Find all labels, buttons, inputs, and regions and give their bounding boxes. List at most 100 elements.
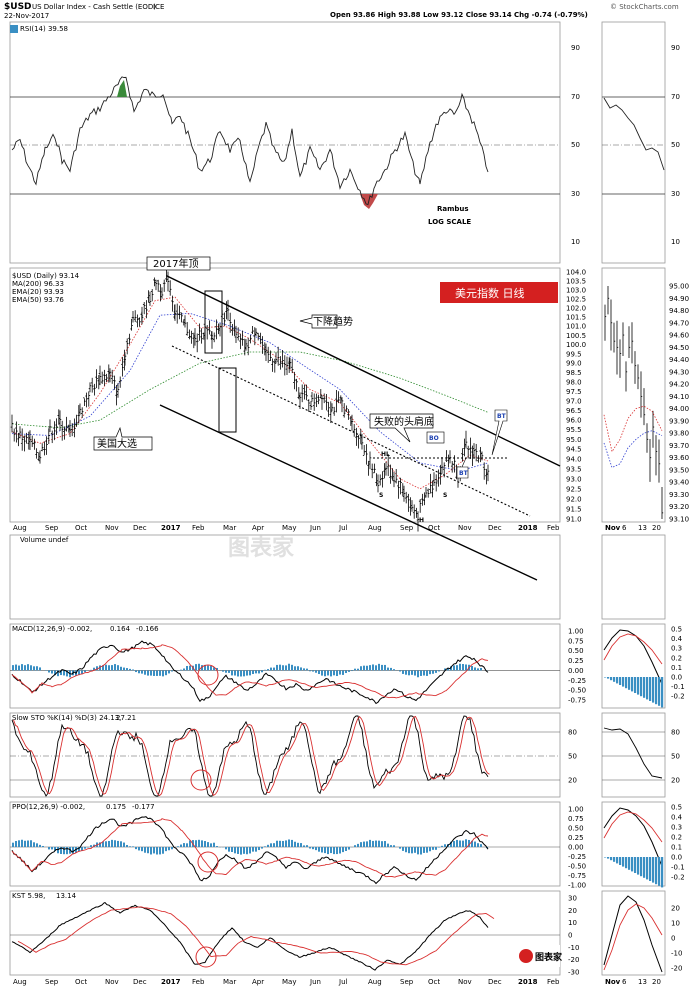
ppo-hist-bar <box>225 847 227 850</box>
bottom-month-label-4: Dec <box>133 978 147 986</box>
macd-hist-bar <box>438 670 440 672</box>
kst-label: KST 5.98, <box>12 892 45 900</box>
rsi-overbought-fill <box>117 80 127 97</box>
ppo-hist-bar <box>186 843 188 847</box>
macd-hist-bar <box>144 670 146 675</box>
side-price-tick-12: 93.80 <box>669 430 689 438</box>
macd-hist-bar <box>54 670 56 676</box>
macd-hist-bar <box>180 669 182 671</box>
kst-side-frame <box>601 890 666 976</box>
ppo-hist-bar <box>93 844 95 847</box>
ppo-hist-bar <box>384 841 386 847</box>
price-main-frame <box>9 267 561 523</box>
macd-hist-bar <box>261 670 263 673</box>
ppo-side-hist <box>652 857 655 883</box>
sto-d-value: 27.21 <box>116 714 136 722</box>
macd-hist-bar <box>402 670 404 674</box>
ppo-hist-bar <box>474 841 476 847</box>
ppo-hist-bar <box>429 847 431 852</box>
ppo-hist-bar <box>354 845 356 847</box>
macd-hist-bar <box>150 670 152 676</box>
bt-callout-1 <box>491 409 508 456</box>
ppo-hist-bar <box>240 847 242 855</box>
macd-hist-bar <box>126 668 128 671</box>
ppo-hist-bar <box>63 847 65 855</box>
downtrend-upper-line <box>166 275 561 467</box>
macd-signal-value: 0.164 <box>110 625 131 633</box>
bt-label-1: BT <box>497 413 507 420</box>
ppo-hist-bar <box>285 840 287 847</box>
ppo-tick-4: 0.00 <box>568 844 584 852</box>
rsi-side-tick-90: 90 <box>671 44 680 52</box>
bt-callout-2 <box>456 457 469 479</box>
ppo-hist-bar <box>435 847 437 850</box>
kst-side-signal <box>603 903 663 971</box>
ppo-hist-bar <box>198 839 200 847</box>
rsi-side-line <box>603 97 665 171</box>
ppo-hist-bar <box>462 840 464 847</box>
side-price-tick-2: 94.80 <box>669 307 689 315</box>
ppo-hist-bar <box>183 843 185 847</box>
side-price-tick-4: 94.60 <box>669 332 689 340</box>
macd-hist-bar <box>216 667 218 671</box>
rsi-side-tick-70: 70 <box>671 93 680 101</box>
bottom-month-label-3: Nov <box>105 978 119 986</box>
ppo-hist-bar <box>177 846 179 847</box>
macd-hist-bar <box>447 668 449 671</box>
sto-side-line <box>603 727 663 779</box>
sto-tick-2: 20 <box>568 777 577 785</box>
macd-hist-bar <box>318 670 320 675</box>
ppo-hist-bar <box>243 847 245 854</box>
side-price-tick-3: 94.70 <box>669 319 689 327</box>
price-tick-2: 103.0 <box>566 286 586 294</box>
macd-hist-bar <box>369 665 371 671</box>
macd-tick-5: -0.25 <box>568 677 586 685</box>
ppo-hist-bar <box>270 843 272 847</box>
instrument-name: US Dollar Index - Cash Settle (EOD) <box>32 3 156 11</box>
price-tick-1: 103.5 <box>566 277 586 285</box>
ppo-hist-bar <box>342 847 344 853</box>
ppo-side-hist <box>646 857 649 880</box>
macd-line <box>11 640 489 705</box>
rsi-tick-90: 90 <box>571 44 580 52</box>
macd-tick-7: -0.75 <box>568 697 586 705</box>
ppo-hist-bar <box>132 846 134 847</box>
macd-hist-bar <box>363 665 365 671</box>
price-tick-13: 97.5 <box>566 388 582 396</box>
macd-tick-1: 0.75 <box>568 637 584 645</box>
side-price-tick-9: 94.10 <box>669 393 689 401</box>
price-tick-11: 98.5 <box>566 369 582 377</box>
sto-side-frame <box>601 712 666 798</box>
macd-hist-bar <box>276 664 278 671</box>
ppo-hist-bar <box>267 844 269 847</box>
ppo-side-hist <box>634 857 637 873</box>
month-label-13: Sep <box>400 524 414 532</box>
ppo-hist-bar <box>393 845 395 847</box>
macd-side-hist <box>610 677 613 681</box>
side-price-tick-19: 93.10 <box>669 516 689 524</box>
ppo-hist-bar <box>357 843 359 847</box>
macd-hist-bar <box>258 670 260 674</box>
ppo-side-hist <box>658 857 661 886</box>
ppo-tick-1: 0.75 <box>568 815 584 823</box>
macd-hist-bar <box>117 665 119 671</box>
macd-side-frame <box>601 623 666 709</box>
ma200-line <box>11 351 489 429</box>
price-tick-21: 93.5 <box>566 465 582 473</box>
kst-tick-5: -20 <box>568 956 579 964</box>
macd-hist-bar <box>249 670 251 676</box>
ppo-hist-bar <box>201 840 203 847</box>
macd-hist-bar <box>324 670 326 677</box>
ppo-side-hist <box>616 857 619 864</box>
price-tick-22: 93.0 <box>566 475 582 483</box>
bottom-month-label-12: Aug <box>368 978 382 986</box>
ppo-hist-value: -0.177 <box>132 803 155 811</box>
macd-side-hist <box>658 677 661 706</box>
ppo-side-tick-3: 0.2 <box>671 834 682 842</box>
macd-hist-bar <box>375 665 377 671</box>
macd-hist-bar <box>408 670 410 676</box>
ppo-side-hist <box>643 857 646 878</box>
ema20-legend: EMA(20) 93.93 <box>12 288 64 296</box>
election-label: 美国大选 <box>97 437 137 450</box>
macd-hist-bar <box>459 663 461 671</box>
